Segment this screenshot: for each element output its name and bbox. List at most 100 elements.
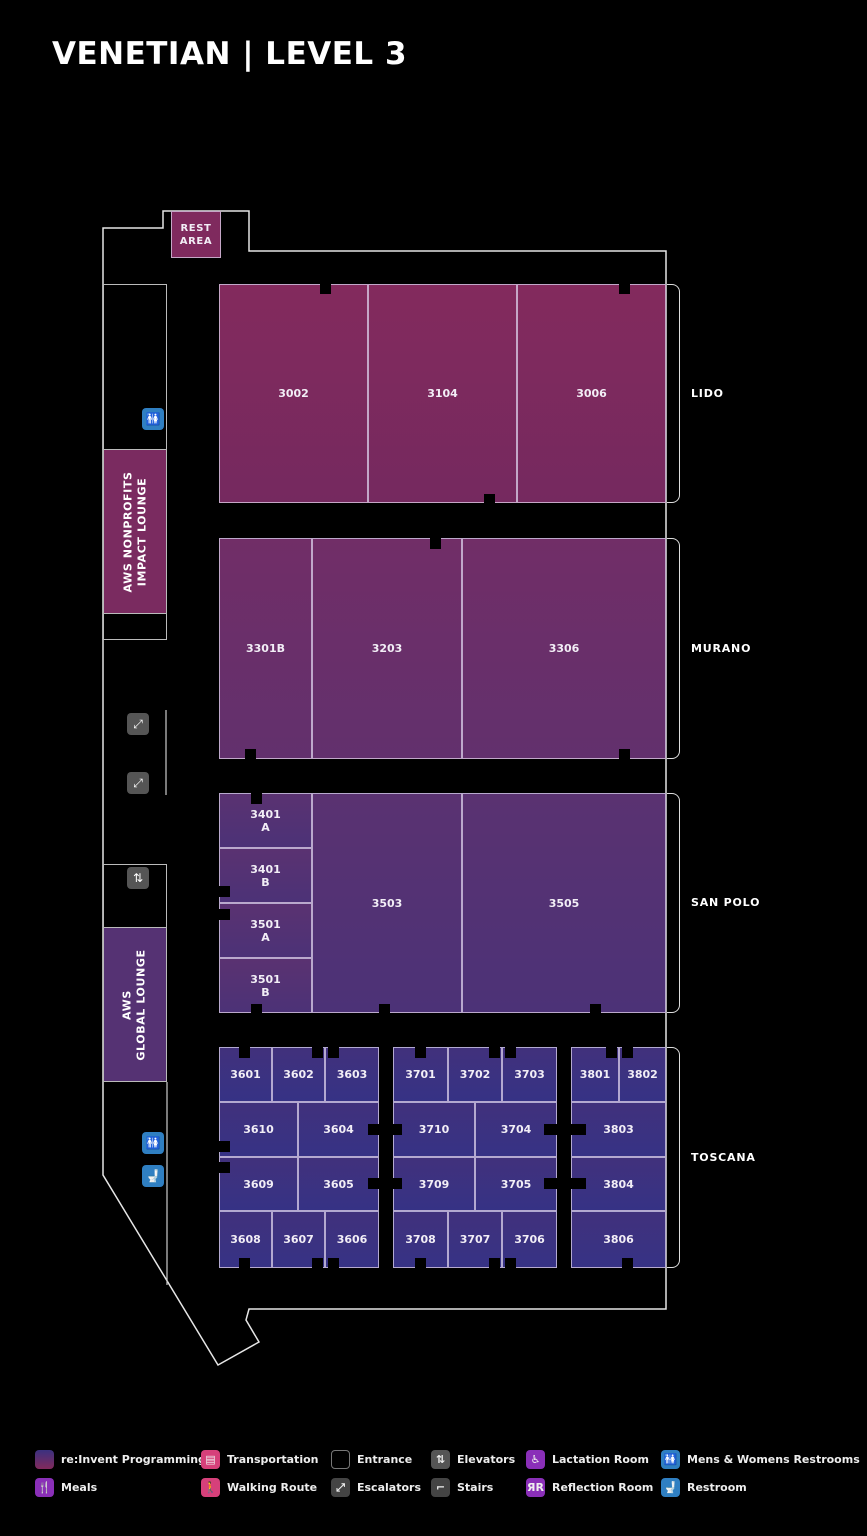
hall-label-san_polo[interactable]: SAN POLO (691, 896, 761, 909)
legend-item: Entrance (331, 1450, 412, 1469)
room-3401B[interactable]: 3401 B (219, 848, 312, 903)
entrance-marker (245, 749, 256, 760)
room-3710[interactable]: 3710 (393, 1102, 475, 1157)
entrance-marker (619, 749, 630, 760)
mens-womens-restroom-icon: 🚻 (142, 408, 164, 430)
walking-icon: 🚶 (201, 1478, 220, 1497)
legend-item: ⇅ Elevators (431, 1450, 515, 1469)
escalator-icon: ⤢ (331, 1478, 350, 1497)
room-3705[interactable]: 3705 (475, 1157, 557, 1211)
entrance-marker (606, 1047, 617, 1058)
room-3203[interactable]: 3203 (312, 538, 462, 759)
entrance-marker (590, 1004, 601, 1015)
room-3002[interactable]: 3002 (219, 284, 368, 503)
room-3801[interactable]: 3801 (571, 1047, 619, 1102)
entrance-marker (312, 1047, 323, 1058)
corridor (557, 1047, 571, 1268)
entrance-marker (219, 909, 230, 920)
rest-area[interactable]: REST AREA (171, 211, 221, 258)
bus-icon: ▤ (201, 1450, 220, 1469)
legend-label: Mens & Womens Restrooms (687, 1453, 860, 1466)
restroom-icon: 🚽 (142, 1165, 164, 1187)
entrance-marker (328, 1258, 339, 1269)
entrance-marker (415, 1258, 426, 1269)
entrance-marker (484, 494, 495, 505)
hall-label-lido[interactable]: LIDO (691, 386, 724, 400)
legend-label: Stairs (457, 1481, 494, 1494)
legend-label: Elevators (457, 1453, 516, 1466)
hall-label-murano[interactable]: MURANO (691, 641, 752, 655)
room-3803[interactable]: 3803 (571, 1102, 666, 1157)
mens-womens-restroom-icon: 🚻 (142, 1132, 164, 1154)
lactation-icon: ♿ (526, 1450, 545, 1469)
entrance-marker (379, 1004, 390, 1015)
room-3006[interactable]: 3006 (517, 284, 666, 503)
entrance-marker (415, 1047, 426, 1058)
room-3804[interactable]: 3804 (571, 1157, 666, 1211)
hall-bracket (667, 793, 680, 1013)
elevator-icon: ⇅ (431, 1450, 450, 1469)
room-3306[interactable]: 3306 (462, 538, 666, 759)
programming-swatch-icon (35, 1450, 54, 1469)
entrance-marker (622, 1258, 633, 1269)
room-3606[interactable]: 3606 (325, 1211, 379, 1268)
entrance-marker (251, 1004, 262, 1015)
legend-label: Entrance (357, 1453, 413, 1466)
restroom-icon: 🚽 (661, 1478, 680, 1497)
room-3503[interactable]: 3503 (312, 793, 462, 1013)
room-3806[interactable]: 3806 (571, 1211, 666, 1268)
legend-label: re:Invent Programming (61, 1453, 206, 1466)
entrance-marker (619, 283, 630, 294)
room-3301B[interactable]: 3301B (219, 538, 312, 759)
legend-label: Lactation Room (552, 1453, 649, 1466)
corridor (368, 1178, 402, 1189)
hall-bracket (667, 284, 680, 503)
room-3610[interactable]: 3610 (219, 1102, 298, 1157)
room-3604[interactable]: 3604 (298, 1102, 379, 1157)
room-3401A[interactable]: 3401 A (219, 793, 312, 848)
entrance-marker (505, 1047, 516, 1058)
corridor (544, 1178, 586, 1189)
corridor (379, 1047, 393, 1268)
room-3603[interactable]: 3603 (325, 1047, 379, 1102)
room-3501A[interactable]: 3501 A (219, 903, 312, 958)
legend-label: Reflection Room (552, 1481, 654, 1494)
entrance-marker (489, 1047, 500, 1058)
hall-label-toscana[interactable]: TOSCANA (691, 1150, 756, 1164)
entrance-marker (239, 1047, 250, 1058)
legend-item: 🍴 Meals (35, 1478, 97, 1497)
room-3704[interactable]: 3704 (475, 1102, 557, 1157)
legend-item: 🚶 Walking Route (201, 1478, 317, 1497)
entrance-marker (328, 1047, 339, 1058)
legend-label: Walking Route (227, 1481, 318, 1494)
room-3505[interactable]: 3505 (462, 793, 666, 1013)
room-3501B[interactable]: 3501 B (219, 958, 312, 1013)
room-3104[interactable]: 3104 (368, 284, 517, 503)
corridor (544, 1124, 586, 1135)
utensils-icon: 🍴 (35, 1478, 54, 1497)
stairs-icon: ⌐ (431, 1478, 450, 1497)
hall-bracket (667, 538, 680, 759)
legend-item: re:Invent Programming (35, 1450, 206, 1469)
room-3703[interactable]: 3703 (502, 1047, 557, 1102)
entrance-marker (430, 538, 441, 549)
legend-item: 🚽 Restroom (661, 1478, 747, 1497)
escalator-icon: ⤢ (127, 772, 149, 794)
room-3709[interactable]: 3709 (393, 1157, 475, 1211)
legend-label: Restroom (687, 1481, 747, 1494)
aws-nonprofits-impact-lounge[interactable]: AWS NONPROFITS IMPACT LOUNGE (103, 449, 167, 614)
legend-label: Escalators (357, 1481, 421, 1494)
legend-item: 🚻 Mens & Womens Restrooms (661, 1450, 860, 1469)
entrance-marker (239, 1258, 250, 1269)
entrance-marker (219, 1162, 230, 1173)
aws-global-lounge[interactable]: AWS GLOBAL LOUNGE (103, 927, 167, 1082)
mens-womens-restroom-icon: 🚻 (661, 1450, 680, 1469)
page-title: VENETIAN | LEVEL 3 (52, 36, 408, 72)
room-3605[interactable]: 3605 (298, 1157, 379, 1211)
room-3609[interactable]: 3609 (219, 1157, 298, 1211)
reflection-icon: ЯR (526, 1478, 545, 1497)
legend-item: ЯR Reflection Room (526, 1478, 653, 1497)
entrance-marker (505, 1258, 516, 1269)
hall-bracket (667, 1047, 680, 1268)
